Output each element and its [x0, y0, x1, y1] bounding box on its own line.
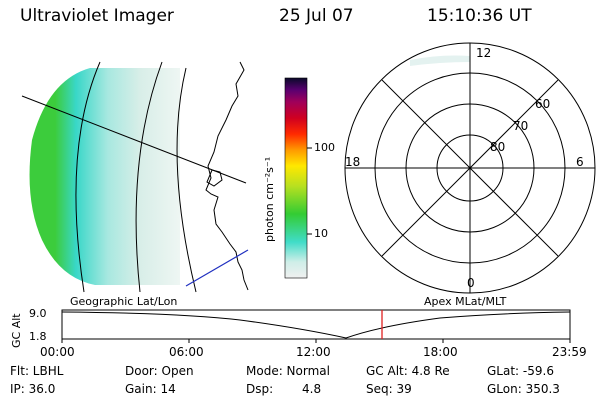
instrument-title: Ultraviolet Imager [20, 6, 174, 26]
y-tick-1-8: 1.8 [29, 330, 47, 343]
y-tick-9: 9.0 [29, 307, 47, 320]
mlt-label-12: 12 [476, 46, 492, 60]
lat-label-70: 70 [513, 119, 529, 133]
uv-image-disk [29, 68, 180, 285]
status-dsp-label: Dsp: [246, 382, 274, 396]
status-glat: GLat: -59.6 [487, 364, 554, 378]
status-dsp-value: 4.8 [302, 382, 322, 396]
x-tick-1800: 18:00 [423, 345, 458, 359]
colorbar-tick-label-10: 10 [314, 227, 328, 240]
status-flt: Flt: LBHL [10, 364, 64, 378]
x-tick-0600: 06:00 [169, 345, 204, 359]
status-gc-alt: GC Alt: 4.8 Re [366, 364, 450, 378]
x-tick-0000: 00:00 [40, 345, 75, 359]
colorbar [284, 77, 308, 279]
satellite-track [185, 249, 249, 287]
time-label: 15:10:36 UT [427, 6, 532, 26]
mlt-label-0: 0 [467, 276, 475, 290]
colorbar-unit-label: photon cm⁻²s⁻¹ [263, 156, 276, 242]
lat-label-60: 60 [535, 97, 551, 111]
date-label: 25 Jul 07 [279, 6, 354, 26]
geographic-caption: Geographic Lat/Lon [70, 295, 178, 308]
lat-label-80: 80 [490, 140, 506, 154]
status-gain: Gain: 14 [125, 382, 176, 396]
mlt-label-6: 6 [576, 155, 584, 169]
gc-alt-axis-title: GC Alt [10, 313, 23, 348]
polar-plot [344, 42, 596, 294]
status-glon: GLon: 350.3 [487, 382, 560, 396]
mlt-label-18: 18 [345, 155, 361, 169]
status-mode: Mode: Normal [246, 364, 330, 378]
status-ip: IP: 36.0 [10, 382, 56, 396]
colorbar-tick-label-100: 100 [314, 141, 335, 154]
altitude-timeline [61, 309, 571, 343]
apex-caption: Apex MLat/MLT [424, 295, 507, 308]
x-tick-1200: 12:00 [296, 345, 331, 359]
x-tick-2359: 23:59 [552, 345, 587, 359]
status-seq: Seq: 39 [366, 382, 412, 396]
status-door: Door: Open [125, 364, 194, 378]
